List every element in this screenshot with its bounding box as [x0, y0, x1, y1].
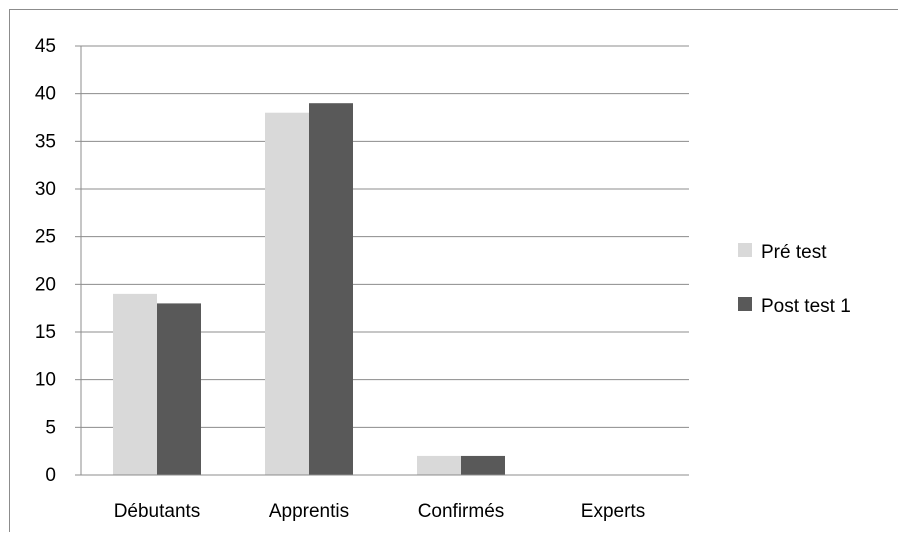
y-tick-label: 35: [35, 131, 56, 152]
y-tick-label: 40: [35, 84, 56, 105]
bar: [265, 112, 309, 475]
bar: [309, 103, 353, 475]
legend-label: Pré test: [761, 242, 827, 263]
y-tick-label: 25: [35, 227, 56, 248]
y-tick-label: 15: [35, 322, 56, 343]
y-tick-label: 10: [35, 370, 56, 391]
bars: [113, 103, 505, 475]
y-tick-label: 20: [35, 274, 56, 295]
x-tick-label: Experts: [581, 501, 645, 522]
y-axis-ticks: 0 5 10 15 20 25 30 35 40 45: [35, 36, 81, 486]
x-tick-label: Confirmés: [418, 501, 505, 522]
legend-swatch: [738, 243, 752, 257]
bar: [113, 293, 157, 475]
x-axis-ticks: Débutants Apprentis Confirmés Experts: [114, 501, 646, 522]
bar: [461, 455, 505, 475]
bar: [417, 455, 461, 475]
legend-label: Post test 1: [761, 296, 851, 317]
y-tick-label: 45: [35, 36, 56, 57]
x-tick-label: Débutants: [114, 501, 201, 522]
y-tick-label: 5: [45, 417, 56, 438]
y-tick-label: 0: [45, 465, 56, 486]
legend-swatch: [738, 297, 752, 311]
x-tick-label: Apprentis: [269, 501, 349, 522]
y-tick-label: 30: [35, 179, 56, 200]
chart-frame: [9, 9, 898, 532]
bar: [157, 303, 201, 475]
gridlines: [81, 45, 689, 428]
legend: Pré test Post test 1: [738, 242, 851, 317]
axes: [80, 46, 689, 476]
